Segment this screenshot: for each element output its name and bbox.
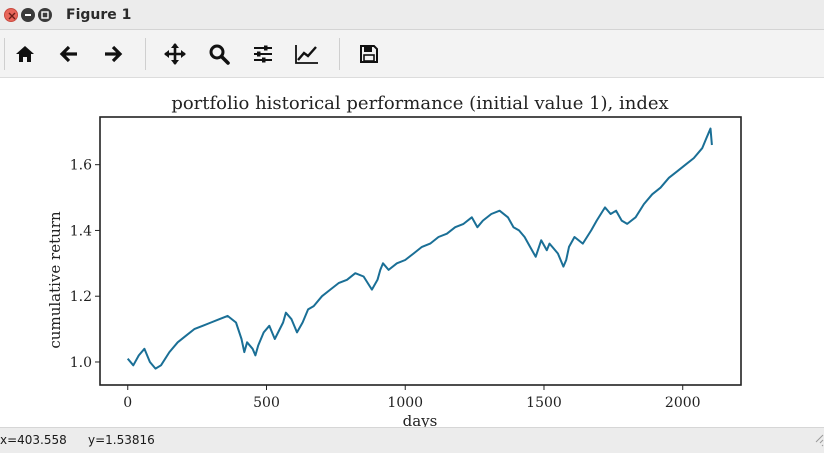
edit-axes-button[interactable] xyxy=(291,38,323,70)
navigation-toolbar xyxy=(0,30,824,78)
x-tick-label: 1500 xyxy=(526,395,562,411)
home-button[interactable] xyxy=(9,38,41,70)
minimize-window-button[interactable] xyxy=(21,8,35,22)
y-axis-label: cumulative return xyxy=(46,211,64,349)
maximize-window-button[interactable] xyxy=(38,8,52,22)
x-tick-label: 500 xyxy=(253,395,280,411)
y-tick-label: 1.4 xyxy=(70,223,92,239)
window-title: Figure 1 xyxy=(66,7,132,23)
arrow-left-icon xyxy=(59,45,77,63)
forward-button[interactable] xyxy=(97,38,129,70)
pan-button[interactable] xyxy=(159,38,191,70)
close-window-button[interactable] xyxy=(4,8,18,22)
x-tick-label: 2000 xyxy=(665,395,701,411)
figure-canvas[interactable]: portfolio historical performance (initia… xyxy=(0,78,824,427)
arrow-right-icon xyxy=(105,45,123,63)
window-titlebar: Figure 1 xyxy=(0,0,824,30)
toolbar-separator xyxy=(145,38,146,70)
zoom-button[interactable] xyxy=(203,38,235,70)
close-icon xyxy=(8,12,16,20)
resize-grip-icon[interactable] xyxy=(814,431,824,451)
y-tick-label: 1.2 xyxy=(70,289,92,305)
x-tick-label: 0 xyxy=(123,395,132,411)
minimize-icon xyxy=(25,14,31,16)
y-tick-label: 1.6 xyxy=(70,158,92,174)
sliders-icon xyxy=(254,45,272,63)
floppy-disk-icon xyxy=(360,45,378,63)
plot-area[interactable]: 0 500 1000 1500 2000 1.0 1.2 1.4 1.6 xyxy=(70,116,742,411)
subplots-button[interactable] xyxy=(247,38,279,70)
save-button[interactable] xyxy=(353,38,385,70)
move-icon xyxy=(164,43,186,65)
line-chart-icon xyxy=(295,45,318,64)
toolbar-separator xyxy=(339,38,340,70)
series-line-0 xyxy=(126,127,713,370)
status-bar: x=403.558 y=1.53816 xyxy=(0,427,824,453)
plot-frame xyxy=(99,116,742,386)
cursor-x-readout: x=403.558 xyxy=(0,433,67,447)
maximize-icon xyxy=(41,11,49,19)
x-tick-label: 1000 xyxy=(387,395,423,411)
back-button[interactable] xyxy=(53,38,85,70)
figure-background xyxy=(0,78,824,427)
home-icon xyxy=(16,46,34,62)
toolbar-separator xyxy=(4,38,5,70)
cursor-y-readout: y=1.53816 xyxy=(88,433,155,447)
x-axis-label: days xyxy=(403,412,438,427)
y-tick-label: 1.0 xyxy=(70,355,92,371)
magnifier-icon xyxy=(209,44,230,65)
chart-title: portfolio historical performance (initia… xyxy=(171,93,668,114)
